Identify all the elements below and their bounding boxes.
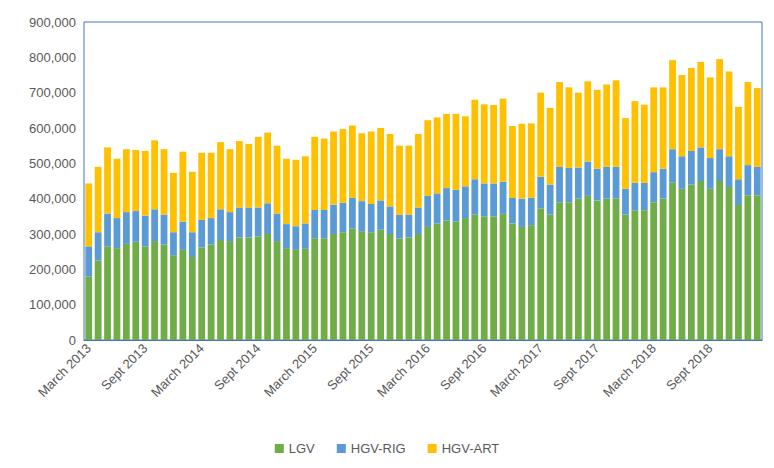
svg-text:Sept 2018: Sept 2018: [663, 341, 715, 393]
svg-text:March 2013: March 2013: [35, 341, 94, 400]
svg-text:400,000: 400,000: [29, 191, 76, 206]
svg-text:Sept 2013: Sept 2013: [98, 341, 150, 393]
svg-text:Sept 2014: Sept 2014: [211, 341, 263, 393]
svg-text:HGV-ART: HGV-ART: [442, 441, 500, 456]
svg-text:800,000: 800,000: [29, 50, 76, 65]
svg-text:Sept 2017: Sept 2017: [550, 341, 602, 393]
svg-text:Sept 2015: Sept 2015: [324, 341, 376, 393]
svg-text:900,000: 900,000: [29, 15, 76, 30]
svg-text:March 2014: March 2014: [148, 341, 207, 400]
svg-text:100,000: 100,000: [29, 297, 76, 312]
svg-text:March 2017: March 2017: [487, 341, 546, 400]
svg-text:HGV-RIG: HGV-RIG: [351, 441, 406, 456]
svg-text:March 2018: March 2018: [600, 341, 659, 400]
svg-text:LGV: LGV: [289, 441, 315, 456]
svg-text:0: 0: [69, 333, 76, 348]
svg-text:700,000: 700,000: [29, 85, 76, 100]
svg-text:Sept 2016: Sept 2016: [437, 341, 489, 393]
svg-text:March 2015: March 2015: [261, 341, 320, 400]
svg-text:600,000: 600,000: [29, 121, 76, 136]
svg-text:500,000: 500,000: [29, 156, 76, 171]
svg-text:200,000: 200,000: [29, 262, 76, 277]
svg-text:300,000: 300,000: [29, 227, 76, 242]
svg-text:March 2016: March 2016: [374, 341, 433, 400]
